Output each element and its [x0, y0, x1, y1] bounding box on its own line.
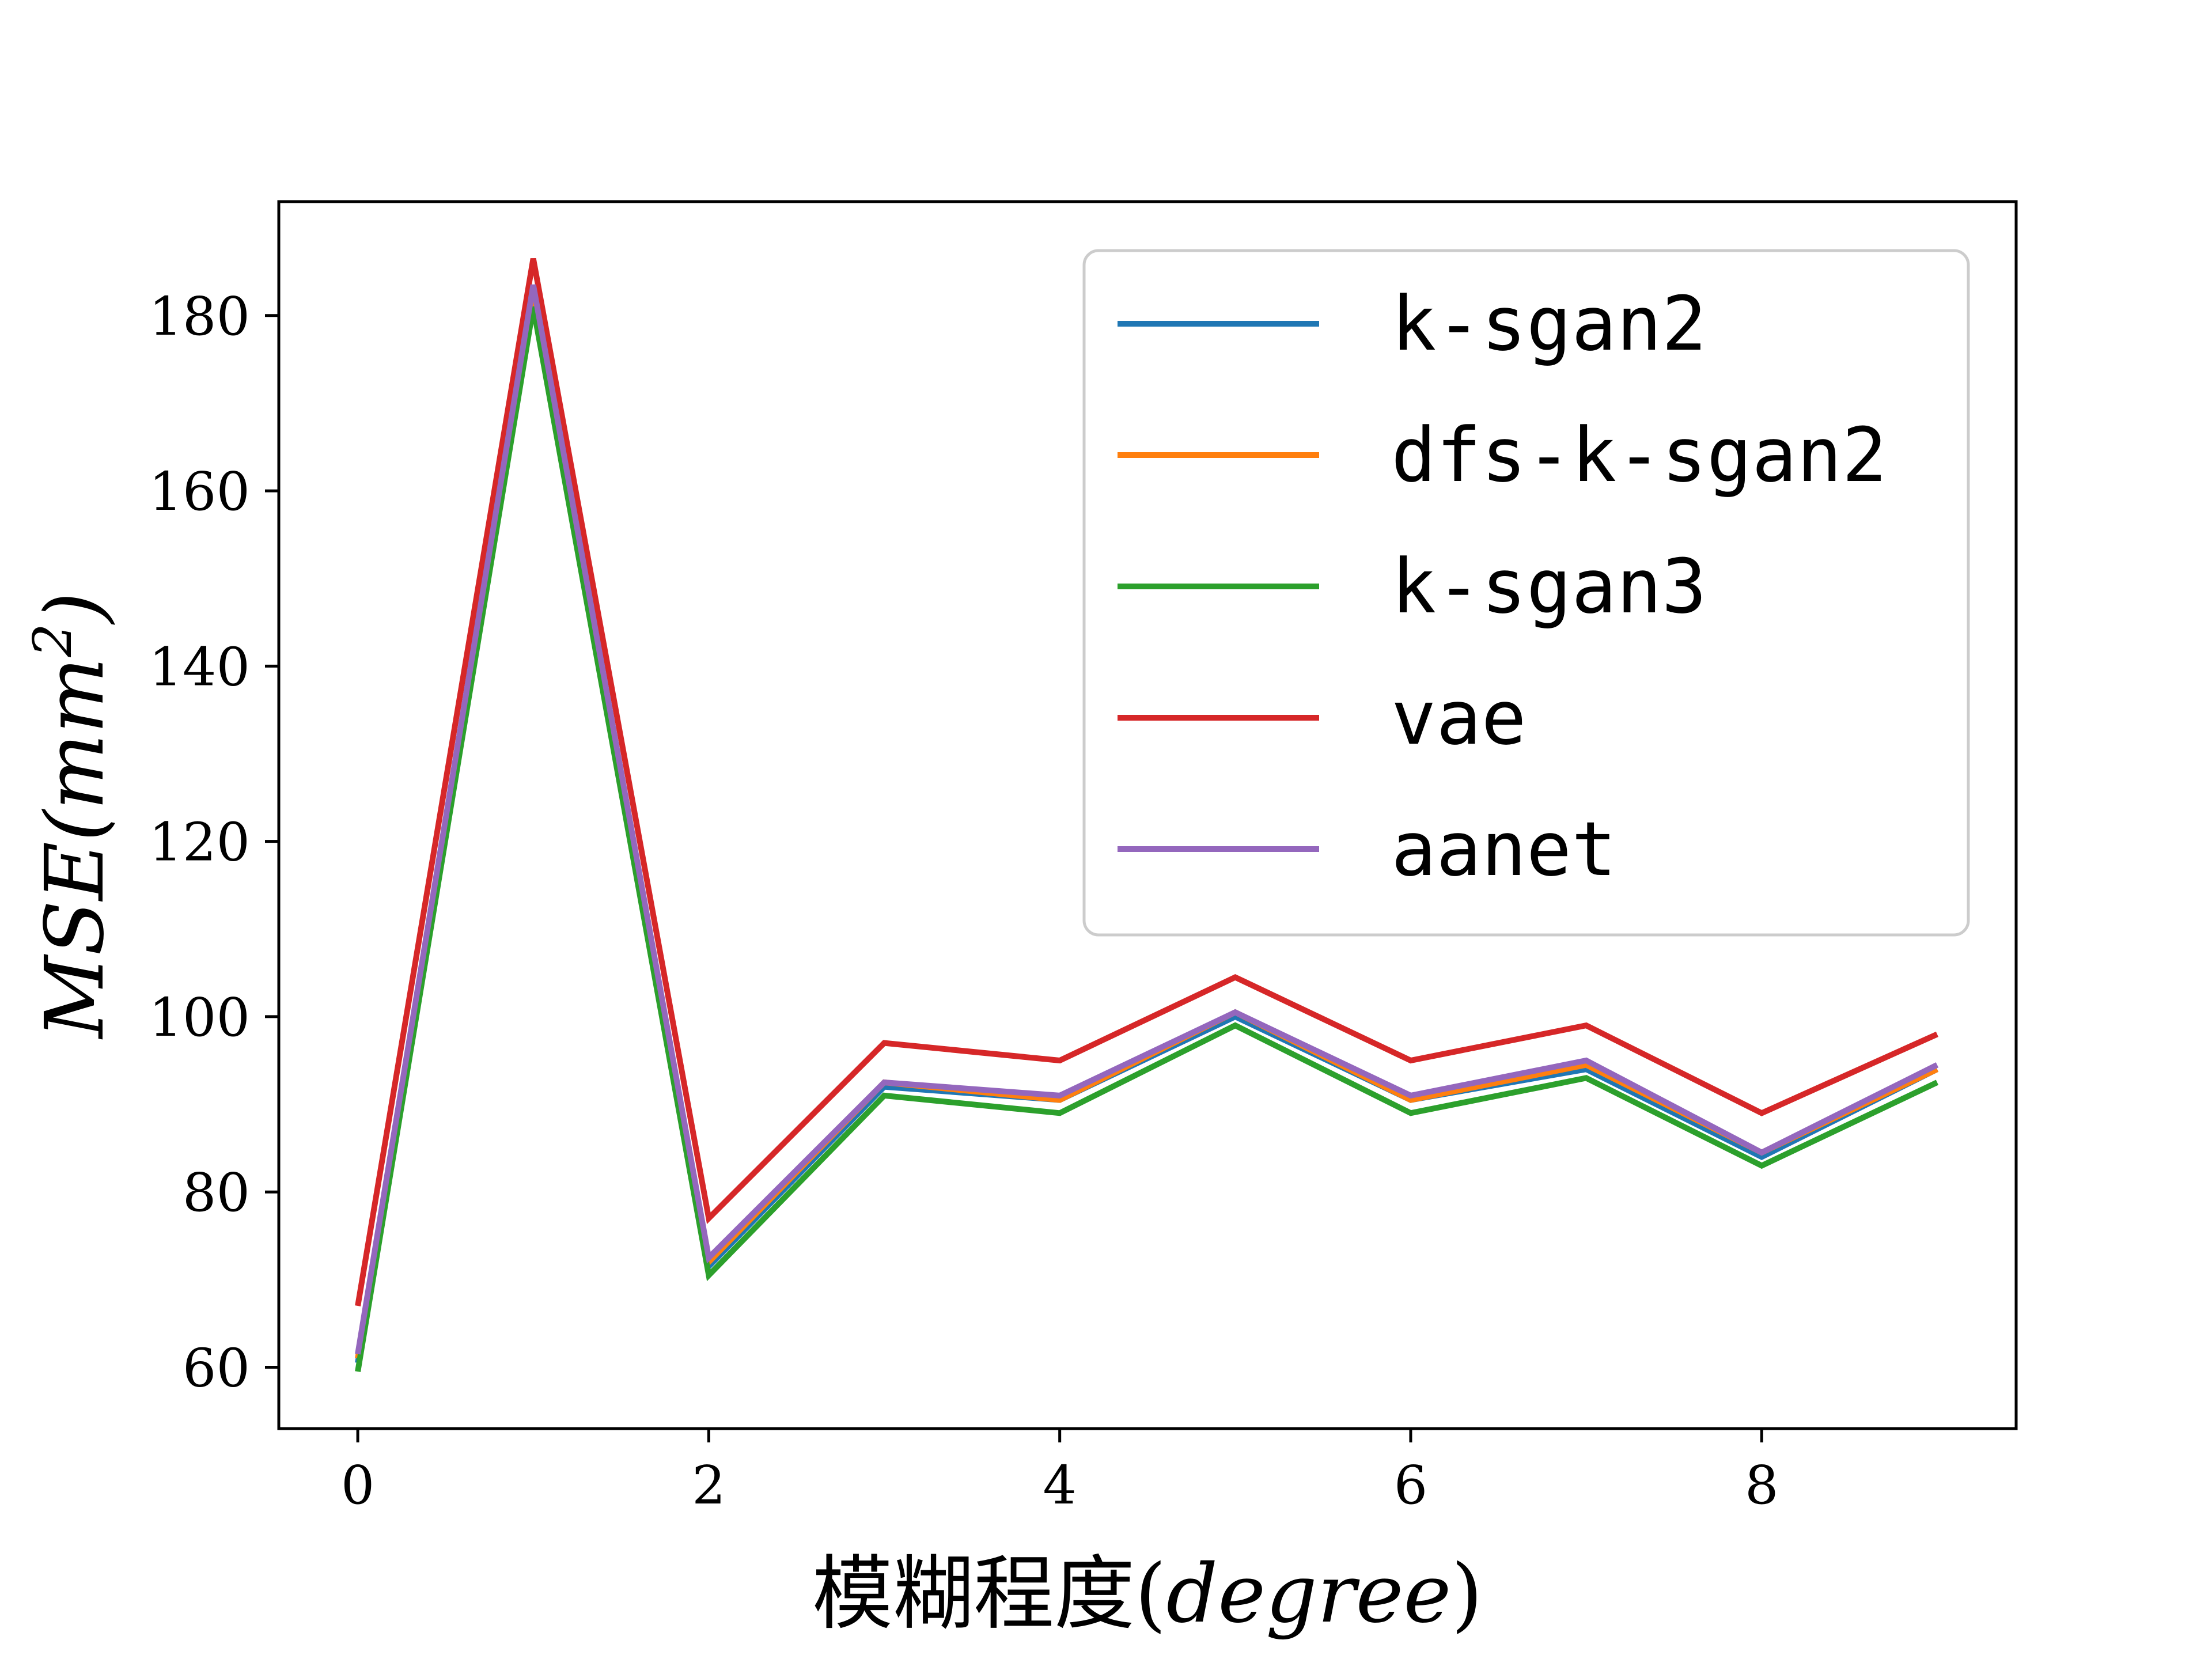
- series-line-k-sgan3: [355, 306, 1939, 1372]
- legend: k-sgan2 dfs-k-sgan2 k-sgan3 vae aanet: [1082, 249, 1970, 937]
- legend-label-aanet: aanet: [1391, 805, 1616, 893]
- series-line-vae: [355, 258, 1938, 1306]
- x-axis-label: 模糊程度(degree): [812, 1547, 1483, 1641]
- y-tick-label: 60: [183, 1338, 250, 1399]
- legend-label-dfs-k-sgan2: dfs-k-sgan2: [1391, 411, 1887, 499]
- legend-label-vae: vae: [1391, 674, 1527, 762]
- x-tick-label: 4: [1043, 1455, 1077, 1516]
- y-axis-ticks: 60 80 100 120 140 160 180: [149, 286, 279, 1399]
- y-tick-label: 160: [149, 461, 250, 522]
- y-tick-label: 120: [149, 812, 250, 873]
- x-axis-ticks: 0 2 4 6 8: [341, 1429, 1779, 1516]
- x-tick-label: 8: [1745, 1455, 1779, 1516]
- series-line-aanet: [355, 284, 1939, 1355]
- legend-label-k-sgan3: k-sgan3: [1391, 543, 1707, 630]
- legend-box: [1082, 249, 1970, 937]
- y-axis-label: MSE(mm2): [22, 592, 122, 1040]
- x-tick-label: 0: [341, 1455, 375, 1516]
- legend-label-k-sgan2: k-sgan2: [1391, 280, 1707, 368]
- x-tick-label: 6: [1394, 1455, 1428, 1516]
- x-tick-label: 2: [692, 1455, 726, 1516]
- y-tick-label: 180: [149, 286, 250, 347]
- legend-entries: k-sgan2 dfs-k-sgan2 k-sgan3 vae aanet: [1118, 280, 1887, 893]
- y-tick-label: 80: [183, 1162, 250, 1224]
- plot-frame: [277, 200, 2018, 1430]
- series-lines: [355, 258, 1939, 1372]
- y-tick-label: 140: [149, 636, 250, 698]
- y-tick-label: 100: [149, 987, 250, 1048]
